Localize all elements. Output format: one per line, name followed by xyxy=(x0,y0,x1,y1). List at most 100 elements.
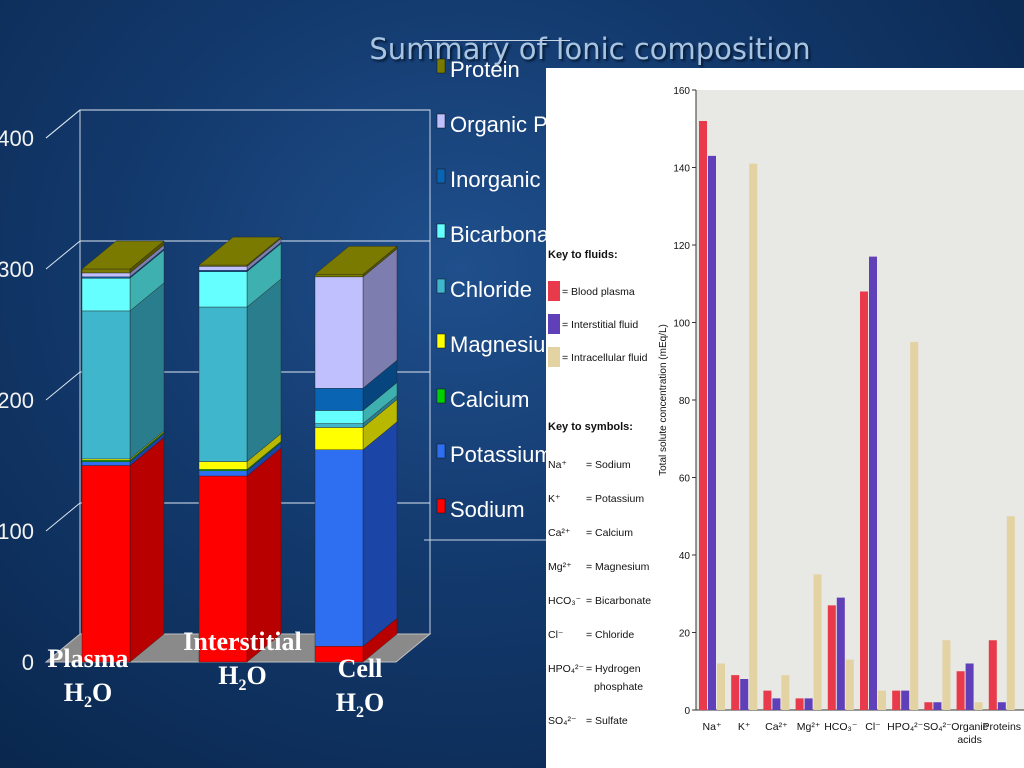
key-fluid-label: = Blood plasma xyxy=(562,286,635,298)
legend-item-potassium: Potassium xyxy=(436,442,546,467)
grouped-bar-chart: 0 20 40 60 80 100 120 140 160 Total solute concen… xyxy=(548,86,1024,746)
key-symbol-meaning: = Bicarbonate xyxy=(586,595,651,607)
bar-blood-plasma-5 xyxy=(827,605,836,710)
legend-label: Protein xyxy=(450,57,520,82)
key-symbol-meaning: = Sulfate xyxy=(586,715,628,727)
category-label-h: H xyxy=(63,678,84,707)
bar-segment-organic-phos-3 xyxy=(314,248,398,389)
legend-item-magnesium: Magnesium xyxy=(436,332,546,357)
legend-label: Organic Phos. xyxy=(450,112,546,137)
legend-label: Sodium xyxy=(450,497,525,522)
legend-swatch xyxy=(436,443,446,459)
bar-front xyxy=(81,310,131,460)
category-label-o: O xyxy=(92,678,113,707)
category-label-interstitial: Interstitial H2O xyxy=(160,625,325,703)
key-symbol: Cl⁻ xyxy=(548,629,564,641)
bar-segment-sodium-1 xyxy=(81,437,165,663)
gridline-side xyxy=(45,371,81,401)
bar-intracellular-fluid-10 xyxy=(1006,516,1015,710)
legend-item-sodium: Sodium xyxy=(436,497,525,522)
bar-intracellular-fluid-9 xyxy=(974,702,983,710)
bar-intracellular-fluid-6 xyxy=(878,690,886,710)
bar-blood-plasma-2 xyxy=(731,675,740,710)
legend-swatch xyxy=(436,168,446,184)
legend-item-organic-phos: Organic Phos. xyxy=(436,112,546,137)
bar-segment-bicarbonate-2 xyxy=(198,243,282,308)
bar-blood-plasma-4 xyxy=(795,698,804,710)
bar-blood-plasma-6 xyxy=(860,291,868,710)
legend-label: Bicarbonate xyxy=(450,222,546,247)
key-symbol-meaning: = Magnesium xyxy=(586,561,650,573)
bar-front xyxy=(81,272,131,278)
legend-label: Chloride xyxy=(450,277,532,302)
key-symbol-meaning: = Sodium xyxy=(586,459,631,471)
y-tick-label: 400 xyxy=(0,126,34,151)
y-tick-label: 80 xyxy=(679,396,691,407)
key-symbol-meaning: = Potassium xyxy=(586,493,644,505)
bar-top xyxy=(314,246,398,275)
y-tick-label: 200 xyxy=(0,388,34,413)
category-label-o: O xyxy=(364,688,385,717)
bar-top xyxy=(198,236,282,266)
legend-item-protein: Protein xyxy=(436,57,520,82)
bar-blood-plasma-9 xyxy=(956,671,965,710)
legend-label: Inorganic Pho xyxy=(450,167,546,192)
key-symbols-title: Key to symbols: xyxy=(548,421,633,433)
bar-blood-plasma-1 xyxy=(699,121,707,710)
bar-intracellular-fluid-1 xyxy=(717,663,725,710)
category-label-line1: Interstitial xyxy=(183,627,302,656)
bar-blood-plasma-3 xyxy=(763,690,772,710)
bar-front xyxy=(314,427,364,450)
y-tick-label: 0 xyxy=(684,706,690,717)
y-tick-label: 100 xyxy=(0,519,34,544)
bar-top xyxy=(81,240,165,270)
key-symbol: Ca²⁺ xyxy=(548,527,571,539)
category-label-sub: 2 xyxy=(356,704,364,722)
key-symbol: HCO₃⁻ xyxy=(548,595,582,607)
bar-segment-protein-1 xyxy=(81,240,165,274)
legend-item-bicarbonate: Bicarbonate xyxy=(436,222,546,247)
y-tick-label: 20 xyxy=(679,629,691,640)
y-tick-label: 160 xyxy=(673,86,690,97)
key-fluid-swatch xyxy=(548,314,560,334)
key-symbol: Mg²⁺ xyxy=(548,561,572,573)
bar-interstitial-fluid-9 xyxy=(965,663,974,710)
bar-front xyxy=(81,268,131,274)
y-tick-label: 300 xyxy=(0,257,34,282)
y-tick-label: 140 xyxy=(673,164,690,175)
category-label-sub: 2 xyxy=(238,677,247,695)
stacked-bar-chart: 0 100 200 300 400 Protein Organic Phos. Inorgan… xyxy=(0,57,546,675)
bar-front xyxy=(198,470,248,477)
category-label-h: H xyxy=(218,661,239,690)
bar-segment-chloride-2 xyxy=(198,278,282,462)
bar-segment-sodium-2 xyxy=(198,447,282,663)
key-to-fluids: Key to fluids: = Blood plasma = Interstiti… xyxy=(548,249,648,367)
bar-segment-magnesium-3 xyxy=(314,399,398,451)
y-tick-label: 0 xyxy=(22,650,34,675)
x-tick-label: HPO₄²⁻ xyxy=(887,721,924,733)
x-tick-label: HCO₃⁻ xyxy=(824,721,858,733)
bar-intracellular-fluid-7 xyxy=(910,341,919,710)
key-fluid-label: = Intracellular fluid xyxy=(562,352,648,364)
category-label-cell: Cell H2O xyxy=(300,652,420,730)
bar-front xyxy=(198,475,248,663)
category-label-o: O xyxy=(246,661,267,690)
legend-label: Magnesium xyxy=(450,332,546,357)
bar-interstitial-fluid-4 xyxy=(804,698,813,710)
bar-intracellular-fluid-2 xyxy=(749,163,758,710)
x-tick-label: SO₄²⁻ xyxy=(923,721,952,733)
key-to-symbols: Key to symbols: Na⁺ = Sodium K⁺ = Potassium C… xyxy=(548,421,651,727)
y-axis-title: Total solute concentration (mEq/L) xyxy=(658,324,669,476)
bar-side xyxy=(129,282,165,460)
x-tick-label: Mg²⁺ xyxy=(797,721,821,733)
bar-interstitial-fluid-10 xyxy=(997,702,1006,710)
bar-front xyxy=(314,449,364,647)
legend-swatch xyxy=(436,498,446,514)
category-label-h: H xyxy=(335,688,356,717)
x-tick-label: Proteins xyxy=(983,721,1022,733)
legend: Protein Organic Phos. Inorganic Pho Bicarbo… xyxy=(436,57,546,522)
bar-front xyxy=(81,277,131,312)
bar-front xyxy=(198,461,248,470)
bar-segment-protein-3 xyxy=(314,245,398,278)
legend-swatch xyxy=(436,58,446,74)
